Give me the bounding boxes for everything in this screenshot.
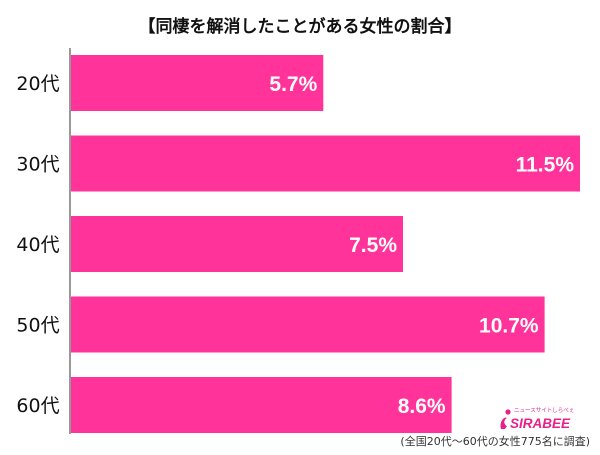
bar-1 — [71, 135, 580, 192]
logo-wordmark: SIRABEE — [510, 416, 571, 431]
category-labels: 20代 30代 40代 50代 60代 — [16, 73, 59, 417]
chart-title: 【同棲を解消したことがある女性の割合】 — [138, 17, 462, 37]
bars-group — [71, 55, 580, 433]
value-label-4: 8.6% — [398, 395, 446, 418]
survey-note: (全国20代〜60代の女性775名に調査) — [400, 435, 590, 448]
category-label-0: 20代 — [16, 73, 59, 95]
bar-3 — [71, 296, 545, 353]
bar-0 — [71, 55, 324, 111]
sirabee-logo: ニュースサイトしらべぇ SIRABEE — [500, 407, 574, 431]
logo-tagline: ニュースサイトしらべぇ — [514, 407, 574, 414]
category-label-2: 40代 — [16, 234, 59, 256]
value-labels: 5.7% 11.5% 7.5% 10.7% 8.6% — [269, 73, 574, 418]
bar-2 — [71, 216, 403, 272]
value-label-2: 7.5% — [349, 234, 397, 257]
category-label-4: 60代 — [16, 395, 59, 417]
category-label-1: 30代 — [16, 154, 59, 176]
value-label-1: 11.5% — [516, 154, 575, 177]
bar-4 — [71, 377, 452, 433]
value-label-0: 5.7% — [269, 73, 317, 96]
value-label-3: 10.7% — [479, 315, 539, 338]
category-label-3: 50代 — [16, 315, 59, 337]
